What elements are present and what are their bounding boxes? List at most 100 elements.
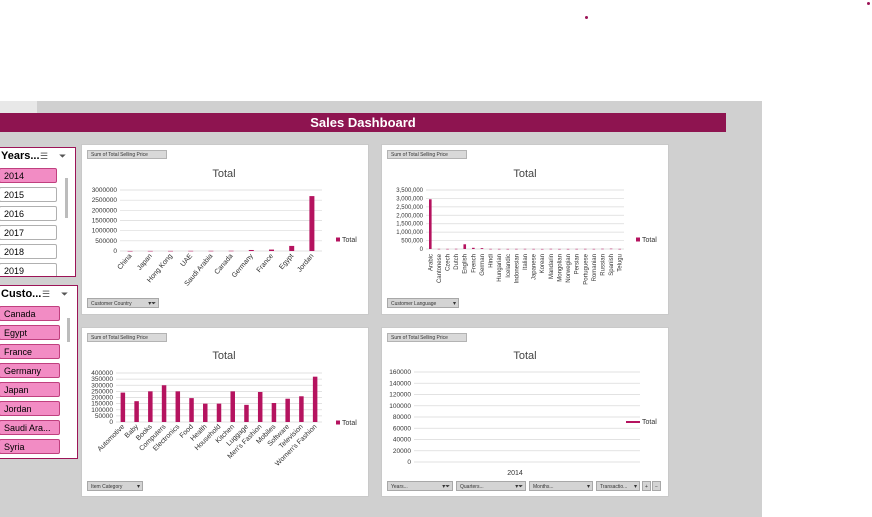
- slicer-item[interactable]: 2016: [0, 206, 57, 221]
- bar: [168, 250, 173, 252]
- legend-label: Total: [342, 237, 357, 244]
- slicer-item[interactable]: Canada: [0, 306, 60, 321]
- x-tick-label: French: [471, 254, 477, 273]
- clear-filter-icon[interactable]: ⏷: [61, 289, 69, 299]
- filter-icon: ▾⏷: [442, 484, 450, 490]
- slicer-item[interactable]: Germany: [0, 363, 60, 378]
- y-tick-label: 250000: [91, 388, 113, 395]
- scrollbar[interactable]: [67, 318, 70, 342]
- y-tick-label: 0: [407, 459, 411, 466]
- dashboard-title: Sales Dashboard: [0, 113, 726, 132]
- legend-label: Total: [342, 420, 357, 427]
- years-filter-dropdown[interactable]: Years... ▾⏷: [387, 481, 453, 491]
- bar: [230, 391, 235, 422]
- y-tick-label: 60000: [393, 425, 411, 432]
- bar: [454, 248, 458, 250]
- y-tick-label: 50000: [95, 413, 113, 420]
- bar: [285, 398, 290, 422]
- slicer-item[interactable]: 2015: [0, 187, 57, 202]
- y-tick-label: 1,000,000: [396, 230, 423, 236]
- axis-field-dropdown[interactable]: Customer Country ▾⏷: [87, 298, 159, 308]
- filter-icon: ▾⏷: [148, 301, 156, 307]
- bar: [208, 250, 214, 252]
- slicer-item[interactable]: Saudi Ara...: [0, 420, 60, 435]
- value-field-button[interactable]: Sum of Total Selling Price: [87, 333, 167, 342]
- bar: [289, 245, 295, 251]
- slicer-item[interactable]: France: [0, 344, 60, 359]
- axis-field-dropdown[interactable]: Item Category ▾: [87, 481, 143, 491]
- dropdown-label: Item Category: [91, 484, 123, 490]
- bar: [532, 248, 535, 250]
- x-tick-label: 2014: [507, 470, 523, 477]
- slicer-item[interactable]: Japan: [0, 382, 60, 397]
- bar: [618, 248, 621, 250]
- x-tick-label: Portuguese: [583, 253, 589, 284]
- bar: [497, 248, 501, 250]
- value-field-button[interactable]: Sum of Total Selling Price: [87, 150, 167, 159]
- bar: [523, 248, 527, 250]
- clear-filter-icon[interactable]: ⏷: [59, 151, 67, 161]
- bar: [549, 248, 553, 250]
- bar: [446, 248, 449, 250]
- slicer-item[interactable]: 2018: [0, 244, 57, 259]
- scrollbar[interactable]: [65, 178, 68, 218]
- bar: [148, 391, 153, 422]
- y-tick-label: 2,500,000: [396, 205, 423, 211]
- x-tick-label: Italian: [523, 254, 529, 270]
- years-slicer[interactable]: Years... ☰ ⏷ 2014 2015 2016 2017 2018 2019: [0, 147, 76, 277]
- bar: [127, 250, 133, 252]
- y-tick-label: 20000: [393, 448, 411, 455]
- slicer-item[interactable]: Egypt: [0, 325, 60, 340]
- months-filter-dropdown[interactable]: Months... ▾: [529, 481, 593, 491]
- dropdown-label: Quarters...: [460, 484, 484, 490]
- bar: [609, 248, 613, 250]
- bar: [312, 376, 318, 422]
- bar: [271, 403, 277, 422]
- legend-marker: [336, 237, 340, 242]
- y-tick-label: 200000: [91, 395, 113, 402]
- axis-field-dropdown[interactable]: Customer Language ▾: [387, 298, 459, 308]
- slicer-item[interactable]: Syria: [0, 439, 60, 454]
- customer-slicer[interactable]: Custo... ☰ ⏷ Canada Egypt France Germany Jap…: [0, 285, 78, 459]
- slicer-item[interactable]: Jordan: [0, 401, 60, 416]
- bar: [575, 248, 578, 250]
- x-tick-label: China: [117, 253, 134, 272]
- x-tick-label: Telugu: [618, 254, 624, 272]
- x-tick-label: Japan: [136, 253, 154, 272]
- expand-button[interactable]: +: [642, 481, 651, 491]
- y-tick-label: 3000000: [92, 187, 118, 194]
- x-tick-label: Hindi: [489, 254, 495, 268]
- legend-marker: [636, 237, 640, 242]
- transaction-filter-dropdown[interactable]: Transactio... ▾: [596, 481, 640, 491]
- chart-title: Total: [513, 350, 536, 362]
- sheet-strip: [0, 101, 37, 113]
- legend-marker: [336, 420, 340, 425]
- category-chart: Total 40000035000030000025000020000015000…: [91, 350, 357, 468]
- bar: [540, 248, 544, 250]
- quarters-filter-dropdown[interactable]: Quarters... ▾⏷: [456, 481, 526, 491]
- dropdown-arrow-icon: ▾: [452, 301, 456, 307]
- bar: [437, 248, 441, 250]
- value-field-button[interactable]: Sum of Total Selling Price: [387, 150, 467, 159]
- slicer-item[interactable]: 2017: [0, 225, 57, 240]
- language-chart-panel: Sum of Total Selling Price Total 3,500,00…: [381, 144, 669, 315]
- y-tick-label: 100000: [91, 407, 113, 414]
- bar: [480, 248, 484, 249]
- multi-select-icon[interactable]: ☰: [40, 151, 49, 161]
- bar: [147, 250, 153, 252]
- slicer-item[interactable]: 2019: [0, 263, 57, 276]
- collapse-button[interactable]: −: [652, 481, 661, 491]
- y-tick-label: 40000: [393, 437, 411, 444]
- bar: [244, 404, 249, 422]
- value-field-button[interactable]: Sum of Total Selling Price: [387, 333, 467, 342]
- bar: [309, 196, 315, 251]
- time-chart-panel: Sum of Total Selling Price Total 160000 14…: [381, 327, 669, 497]
- y-tick-label: 0: [109, 419, 113, 426]
- x-tick-label: Romanian: [592, 254, 598, 281]
- slicer-item[interactable]: 2014: [0, 168, 57, 183]
- language-chart: Total 3,500,000 3,000,000 2,500,000 2,000,00…: [396, 168, 657, 285]
- legend-label: Total: [642, 237, 657, 244]
- multi-select-icon[interactable]: ☰: [42, 289, 51, 299]
- x-tick-label: Icelandic: [506, 254, 512, 278]
- chart-title: Total: [513, 168, 536, 180]
